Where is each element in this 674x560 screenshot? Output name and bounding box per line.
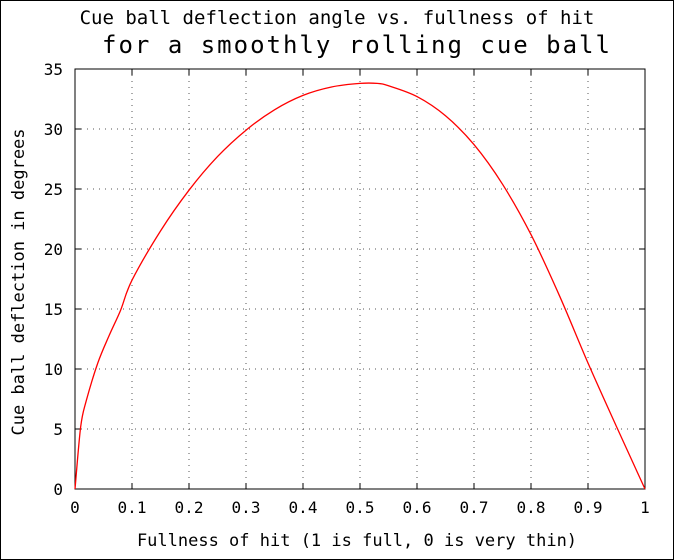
deflection-curve bbox=[74, 82, 646, 490]
x-tick-label: 0.7 bbox=[460, 498, 489, 517]
grid-lines bbox=[75, 69, 645, 489]
chart-subtitle: for a smoothly rolling cue ball bbox=[102, 31, 612, 59]
x-tick-label: 1 bbox=[640, 498, 650, 517]
y-tick-label: 30 bbox=[44, 120, 63, 139]
y-tick-label: 5 bbox=[53, 420, 63, 439]
x-tick-labels: 0 0.1 0.2 0.3 0.4 0.5 0.6 0.7 0.8 0.9 1 bbox=[70, 498, 650, 517]
chart-title: Cue ball deflection angle vs. fullness o… bbox=[80, 7, 595, 29]
y-tick-label: 10 bbox=[44, 360, 63, 379]
x-tick-label: 0.4 bbox=[289, 498, 318, 517]
x-tick-label: 0 bbox=[70, 498, 80, 517]
y-tick-label: 35 bbox=[44, 60, 63, 79]
y-tick-label: 25 bbox=[44, 180, 63, 199]
y-axis-label: Cue ball deflection in degrees bbox=[9, 128, 29, 435]
y-tick-labels: 0 5 10 15 20 25 30 35 bbox=[44, 60, 63, 499]
x-tick-label: 0.5 bbox=[346, 498, 375, 517]
x-tick-label: 0.3 bbox=[232, 498, 261, 517]
y-tick-label: 15 bbox=[44, 300, 63, 319]
x-tick-label: 0.6 bbox=[403, 498, 432, 517]
x-axis-label: Fullness of hit (1 is full, 0 is very th… bbox=[137, 531, 577, 551]
x-tick-label: 0.8 bbox=[517, 498, 546, 517]
y-tick-label: 0 bbox=[53, 480, 63, 499]
x-tick-label: 0.2 bbox=[175, 498, 204, 517]
y-tick-label: 20 bbox=[44, 240, 63, 259]
x-tick-label: 0.1 bbox=[118, 498, 147, 517]
x-tick-label: 0.9 bbox=[574, 498, 603, 517]
